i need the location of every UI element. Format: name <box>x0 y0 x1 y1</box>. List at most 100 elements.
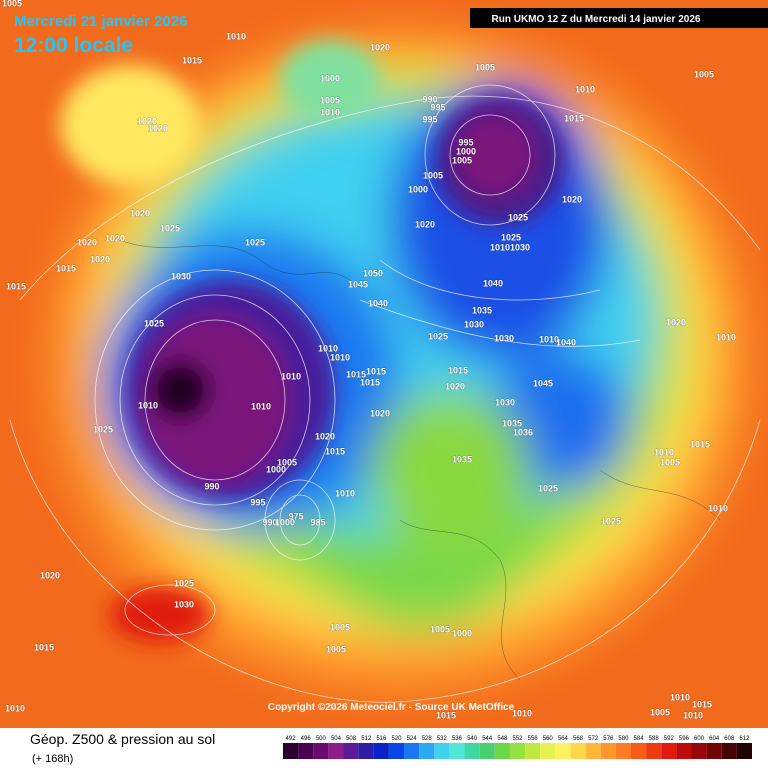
run-label: Run UKMO 12 Z du Mercredi 14 janvier 202… <box>492 14 701 25</box>
colorbar-swatch <box>525 743 541 759</box>
colorbar-swatch <box>373 743 389 759</box>
colorbar: 492 496 500 504 508 512 516 520 524 528 532 536 540 5… <box>283 736 752 759</box>
colorbar-swatch <box>449 743 465 759</box>
colorbar-label: 556 <box>528 736 539 742</box>
isobar-label: 1005 <box>330 622 350 632</box>
isobar-label: 1015 <box>6 281 26 291</box>
colorbar-label: 588 <box>649 736 660 742</box>
isobar-label: 1025 <box>501 232 521 242</box>
isobar-label: 1015 <box>34 642 54 652</box>
colorbar-label: 500 <box>316 736 327 742</box>
colorbar-label: 568 <box>573 736 584 742</box>
isobar-label: 1010 <box>281 371 301 381</box>
isobar-label: 1010 <box>575 84 595 94</box>
date-label: Mercredi 21 janvier 2026 <box>14 13 187 30</box>
colorbar-label: 560 <box>543 736 554 742</box>
colorbar-swatch <box>600 743 616 759</box>
run-box <box>470 8 768 28</box>
colorbar-swatch <box>691 743 707 759</box>
isobar-label: 990 <box>204 481 219 491</box>
isobar-label: 1000 <box>452 628 472 638</box>
isobar-label: 1020 <box>40 570 60 580</box>
isobar-label: 1020 <box>415 219 435 229</box>
isobar-label: 1005 <box>430 624 450 634</box>
isobar-label: 1030 <box>495 397 515 407</box>
colorbar-swatch <box>464 743 480 759</box>
colorbar-swatch <box>404 743 420 759</box>
colorbar-label: 512 <box>361 736 372 742</box>
isobar-label: 995 <box>430 102 445 112</box>
isobar-label: 1025 <box>601 516 621 526</box>
isobar-label: 1005 <box>694 69 714 79</box>
colorbar-swatch <box>343 743 359 759</box>
isobar-label: 1005 <box>2 0 22 8</box>
colorbar-swatch <box>555 743 571 759</box>
colorbar-label: 544 <box>482 736 493 742</box>
colorbar-swatch <box>388 743 405 759</box>
isobar-label: 1010 <box>335 488 355 498</box>
isobar-label: 1020 <box>77 237 97 247</box>
isobar-label: 1040 <box>556 337 576 347</box>
isobar-label: 1036 <box>513 427 533 437</box>
isobar-label: 1005 <box>650 707 670 717</box>
colorbar-swatch <box>358 743 374 759</box>
time-label: 12:00 locale <box>14 34 133 57</box>
isobar-labels: 1005101010151020100510051010100010051010… <box>1 0 736 721</box>
colorbar-swatch <box>434 743 450 759</box>
colorbar-swatch <box>736 743 752 759</box>
isobar-label: 1025 <box>428 331 448 341</box>
isobar-label: 1010 <box>670 692 690 702</box>
colorbar-label: 532 <box>437 736 448 742</box>
isobar-label: 1010 <box>654 447 674 457</box>
isobar-label: 1005 <box>475 62 495 72</box>
isobar-label: 1035 <box>502 418 522 428</box>
isobar-label: 1015 <box>182 55 202 65</box>
isobar-label: 1005 <box>277 457 297 467</box>
colorbar-swatch <box>540 743 556 759</box>
colorbar-swatch <box>298 743 314 759</box>
isobar-label: 1020 <box>445 381 465 391</box>
colorbar-swatch <box>721 743 737 759</box>
isobar-label: 1015 <box>366 366 386 376</box>
isobar-label: 1005 <box>326 644 346 654</box>
isobar-label: 1025 <box>538 483 558 493</box>
footer-lead: (+ 168h) <box>32 753 73 765</box>
colorbar-label: 608 <box>724 736 735 742</box>
isobar-label: 995 <box>422 114 437 124</box>
isobar-label: 1020 <box>137 116 157 126</box>
isobar-label: 1020 <box>90 254 110 264</box>
isobar-label: 995 <box>250 497 265 507</box>
colorbar-swatch <box>283 743 299 759</box>
isobar-label: 1010 <box>716 332 736 342</box>
colorbar-label: 576 <box>603 736 614 742</box>
colorbar-swatch <box>676 743 692 759</box>
isobar-label: 1020 <box>130 208 150 218</box>
isobar-label: 990 <box>422 94 437 104</box>
colorbar-label: 604 <box>709 736 720 742</box>
colorbar-swatch <box>615 743 631 759</box>
colorbar-label: 504 <box>331 736 342 742</box>
isobar-label: 1025 <box>93 424 113 434</box>
isobar-label: 1010 <box>683 710 703 720</box>
isobar-label: 1000 <box>275 517 295 527</box>
colorbar-label: 596 <box>679 736 690 742</box>
isobar-label: 1010 <box>5 703 25 713</box>
isobar-label: 1010 <box>539 334 559 344</box>
copyright: Copyright ©2026 Meteociel.fr - Source UK… <box>268 702 515 713</box>
isobar-label: 1015 <box>564 113 584 123</box>
isobar-label: 1010 <box>251 401 271 411</box>
isobar-label: 1030 <box>174 599 194 609</box>
colorbar-label: 584 <box>634 736 645 742</box>
colorbar-swatch <box>706 743 722 759</box>
isobar-label: 1000 <box>320 73 340 83</box>
isobar-label: 1015 <box>436 710 456 720</box>
colorbar-label: 496 <box>301 736 312 742</box>
colorbar-swatch <box>630 743 647 759</box>
isobar-label: 1020 <box>105 233 125 243</box>
isobar-label: 1035 <box>472 305 492 315</box>
isobar-label: 1015 <box>690 439 710 449</box>
colorbar-label: 580 <box>618 736 629 742</box>
isobar-label: 1010 <box>320 107 340 117</box>
colorbar-swatch <box>646 743 662 759</box>
